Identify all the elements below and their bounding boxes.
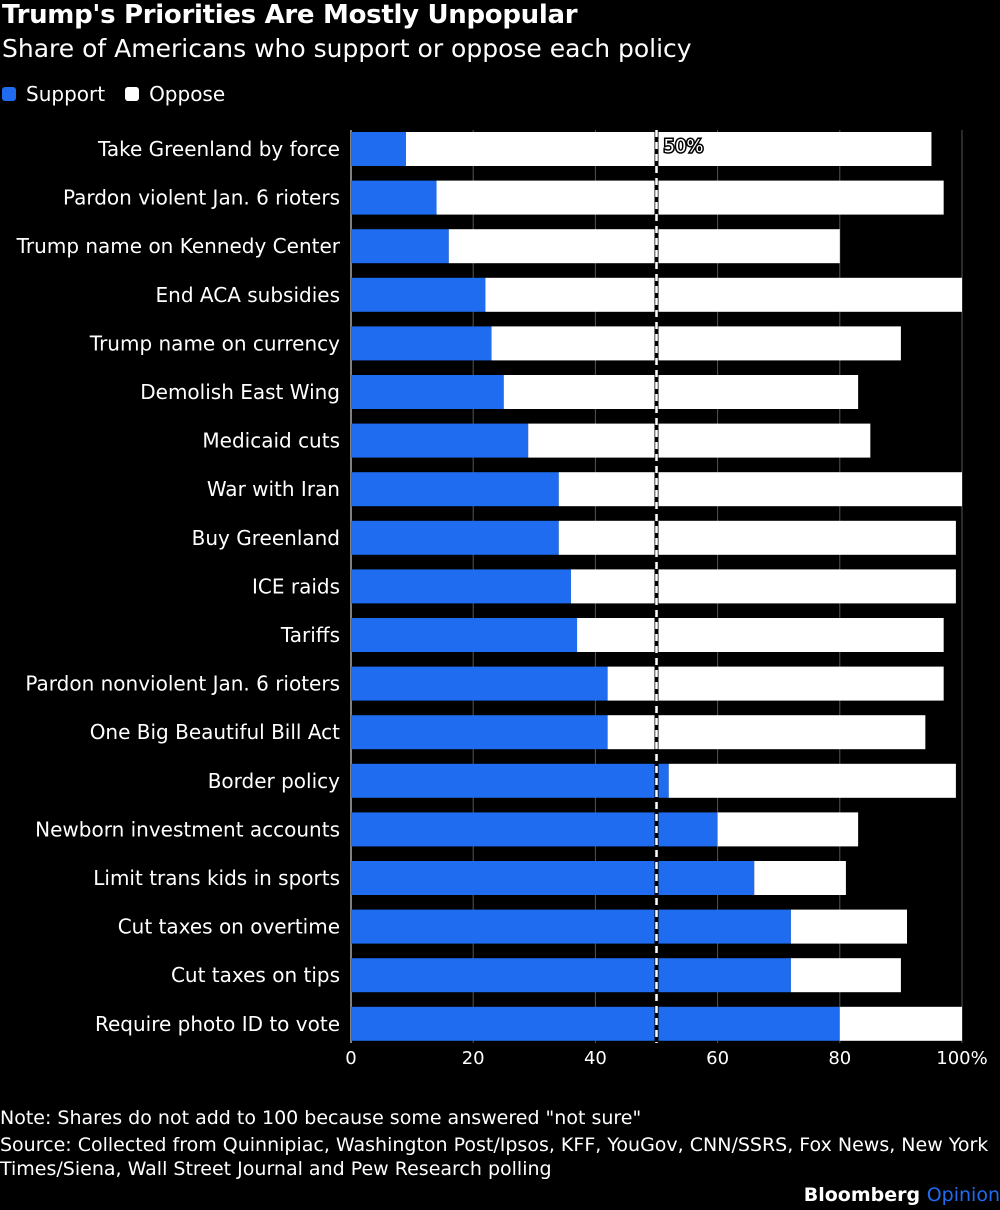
category-label-8: Buy Greenland — [192, 526, 340, 550]
bar-oppose-6 — [528, 423, 871, 458]
source-text-line2: Times/Siena, Wall Street Journal and Pew… — [0, 1158, 552, 1180]
bar-support-5 — [351, 375, 504, 409]
stacked-bar-chart: Take Greenland by force Pardon violent Ja… — [16, 130, 988, 1069]
brand-suffix: Opinion — [926, 1184, 1000, 1206]
bar-oppose-12 — [607, 715, 926, 750]
bar-oppose-11 — [607, 666, 944, 701]
category-label-18: Require photo ID to vote — [95, 1012, 340, 1036]
legend-swatch-support — [2, 87, 16, 101]
x-tick-label-60: 60 — [706, 1048, 729, 1069]
x-tick-label-0: 0 — [345, 1048, 356, 1069]
reference-line-label: 50% — [664, 136, 704, 157]
category-label-14: Newborn investment accounts — [35, 817, 340, 841]
brand-name: Bloomberg — [803, 1184, 921, 1206]
x-tick-label-40: 40 — [584, 1048, 607, 1069]
bar-support-3 — [351, 277, 486, 312]
category-label-3: End ACA subsidies — [156, 283, 340, 307]
category-label-15: Limit trans kids in sports — [93, 866, 340, 890]
source-text-line1: Source: Collected from Quinnipiac, Washi… — [0, 1134, 989, 1156]
note-text: Note: Shares do not add to 100 because s… — [0, 1107, 642, 1129]
category-label-6: Medicaid cuts — [202, 429, 340, 453]
bar-support-10 — [351, 618, 578, 652]
category-label-11: Pardon nonviolent Jan. 6 rioters — [25, 672, 340, 696]
category-label-5: Demolish East Wing — [140, 380, 340, 404]
bar-support-0 — [351, 132, 406, 166]
bar-oppose-0 — [405, 132, 932, 166]
legend-swatch-oppose — [125, 87, 140, 101]
bar-oppose-4 — [491, 326, 901, 361]
bloomberg-opinion-logo: Bloomberg Opinion — [804, 1184, 1000, 1206]
bar-support-7 — [351, 472, 559, 507]
bar-oppose-15 — [754, 861, 846, 895]
bar-oppose-14 — [717, 812, 859, 847]
legend-label-oppose: Oppose — [149, 82, 226, 106]
bar-oppose-16 — [790, 909, 908, 944]
legend-item-oppose: Oppose — [125, 82, 225, 106]
bar-support-14 — [351, 812, 718, 847]
chart-title: Trump's Priorities Are Mostly Unpopular — [2, 0, 578, 30]
bar-support-9 — [351, 569, 571, 604]
category-label-16: Cut taxes on overtime — [118, 915, 340, 939]
category-label-7: War with Iran — [207, 477, 340, 501]
bar-support-13 — [351, 763, 669, 798]
legend: Support Oppose — [2, 82, 245, 106]
legend-label-support: Support — [26, 82, 106, 106]
bar-support-16 — [351, 909, 791, 944]
category-label-13: Border policy — [208, 769, 340, 793]
bar-support-15 — [351, 861, 755, 895]
bar-support-12 — [351, 715, 608, 750]
bar-oppose-7 — [558, 472, 962, 507]
bar-support-11 — [351, 666, 608, 701]
category-label-17: Cut taxes on tips — [171, 963, 340, 987]
category-label-1: Pardon violent Jan. 6 rioters — [63, 186, 340, 210]
bar-oppose-1 — [436, 180, 944, 215]
bar-support-8 — [351, 520, 559, 555]
bar-support-1 — [351, 180, 437, 215]
bar-oppose-18 — [839, 1006, 962, 1041]
category-label-4: Trump name on currency — [89, 331, 340, 355]
x-tick-label-100: 100% — [936, 1048, 987, 1069]
category-label-10: Tariffs — [280, 623, 340, 647]
bar-oppose-10 — [577, 618, 944, 652]
category-label-0: Take Greenland by force — [97, 137, 340, 161]
bar-support-17 — [351, 958, 791, 993]
bar-support-6 — [351, 423, 529, 458]
category-label-9: ICE raids — [252, 574, 340, 598]
legend-item-support: Support — [2, 82, 105, 106]
bar-oppose-3 — [485, 277, 962, 312]
bar-support-2 — [351, 229, 449, 264]
category-label-12: One Big Beautiful Bill Act — [90, 720, 340, 744]
bar-support-18 — [351, 1006, 840, 1041]
x-tick-label-80: 80 — [828, 1048, 851, 1069]
category-label-2: Trump name on Kennedy Center — [16, 234, 341, 258]
bar-oppose-2 — [448, 229, 840, 264]
bar-oppose-8 — [558, 520, 956, 555]
bar-oppose-13 — [668, 763, 956, 798]
bar-support-4 — [351, 326, 492, 361]
bar-oppose-5 — [503, 375, 859, 409]
bar-oppose-9 — [570, 569, 956, 604]
chart-subtitle: Share of Americans who support or oppose… — [2, 34, 692, 63]
bar-oppose-17 — [790, 958, 901, 993]
x-tick-label-20: 20 — [462, 1048, 485, 1069]
